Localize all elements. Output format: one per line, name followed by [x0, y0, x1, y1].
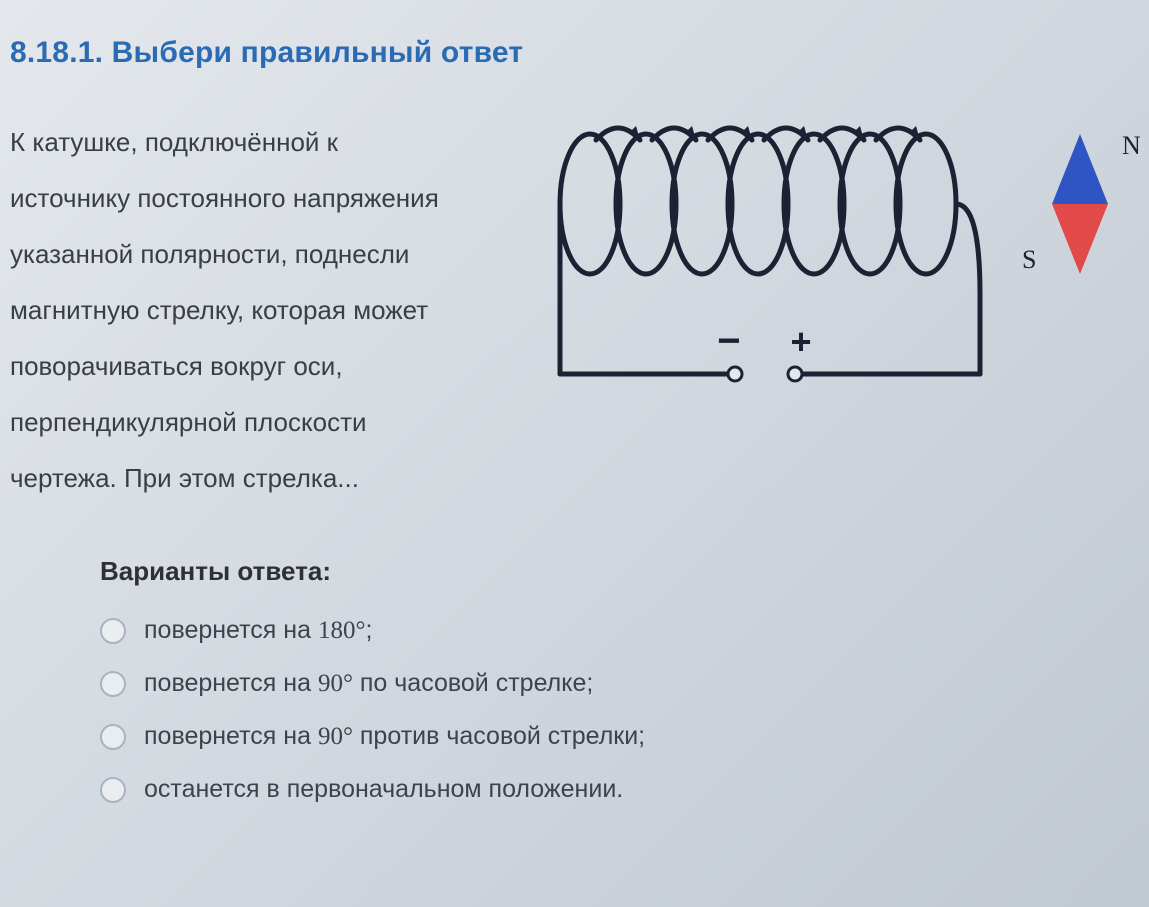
svg-text:−: −: [717, 319, 740, 363]
para-line: чертежа. При этом стрелка...: [10, 463, 359, 493]
option-label: повернется на 90° против часовой стрелки…: [144, 721, 645, 752]
para-line: перпендикулярной плоскости: [10, 407, 367, 437]
answer-options: Варианты ответа: повернется на 180°; пов…: [100, 556, 1149, 805]
option-label: останется в первоначальном положении.: [144, 774, 623, 805]
option-1[interactable]: повернется на 180°;: [100, 615, 1149, 646]
para-line: источнику постоянного напряжения: [10, 183, 439, 213]
svg-text:S: S: [1022, 245, 1036, 274]
option-3[interactable]: повернется на 90° против часовой стрелки…: [100, 721, 1149, 752]
svg-text:+: +: [790, 321, 811, 362]
question-text: К катушке, подключённой к источнику пост…: [10, 114, 480, 506]
question-heading: 8.18.1. Выбери правильный ответ: [10, 36, 1149, 70]
option-2[interactable]: повернется на 90° по часовой стрелке;: [100, 668, 1149, 699]
radio-icon: [100, 618, 126, 644]
options-title: Варианты ответа:: [100, 556, 1149, 587]
radio-icon: [100, 671, 126, 697]
question-body-row: К катушке, подключённой к источнику пост…: [10, 114, 1149, 506]
option-4[interactable]: останется в первоначальном положении.: [100, 774, 1149, 805]
radio-icon: [100, 724, 126, 750]
option-label: повернется на 90° по часовой стрелке;: [144, 668, 593, 699]
para-line: указанной полярности, поднесли: [10, 239, 409, 269]
para-line: магнитную стрелку, которая может: [10, 295, 428, 325]
para-line: К катушке, подключённой к: [10, 127, 338, 157]
question-page: 8.18.1. Выбери правильный ответ К катушк…: [0, 0, 1149, 805]
svg-text:N: N: [1122, 131, 1140, 160]
option-label: повернется на 180°;: [144, 615, 372, 646]
para-line: поворачиваться вокруг оси,: [10, 351, 343, 381]
circuit-diagram: − + N S: [520, 114, 1140, 419]
radio-icon: [100, 777, 126, 803]
